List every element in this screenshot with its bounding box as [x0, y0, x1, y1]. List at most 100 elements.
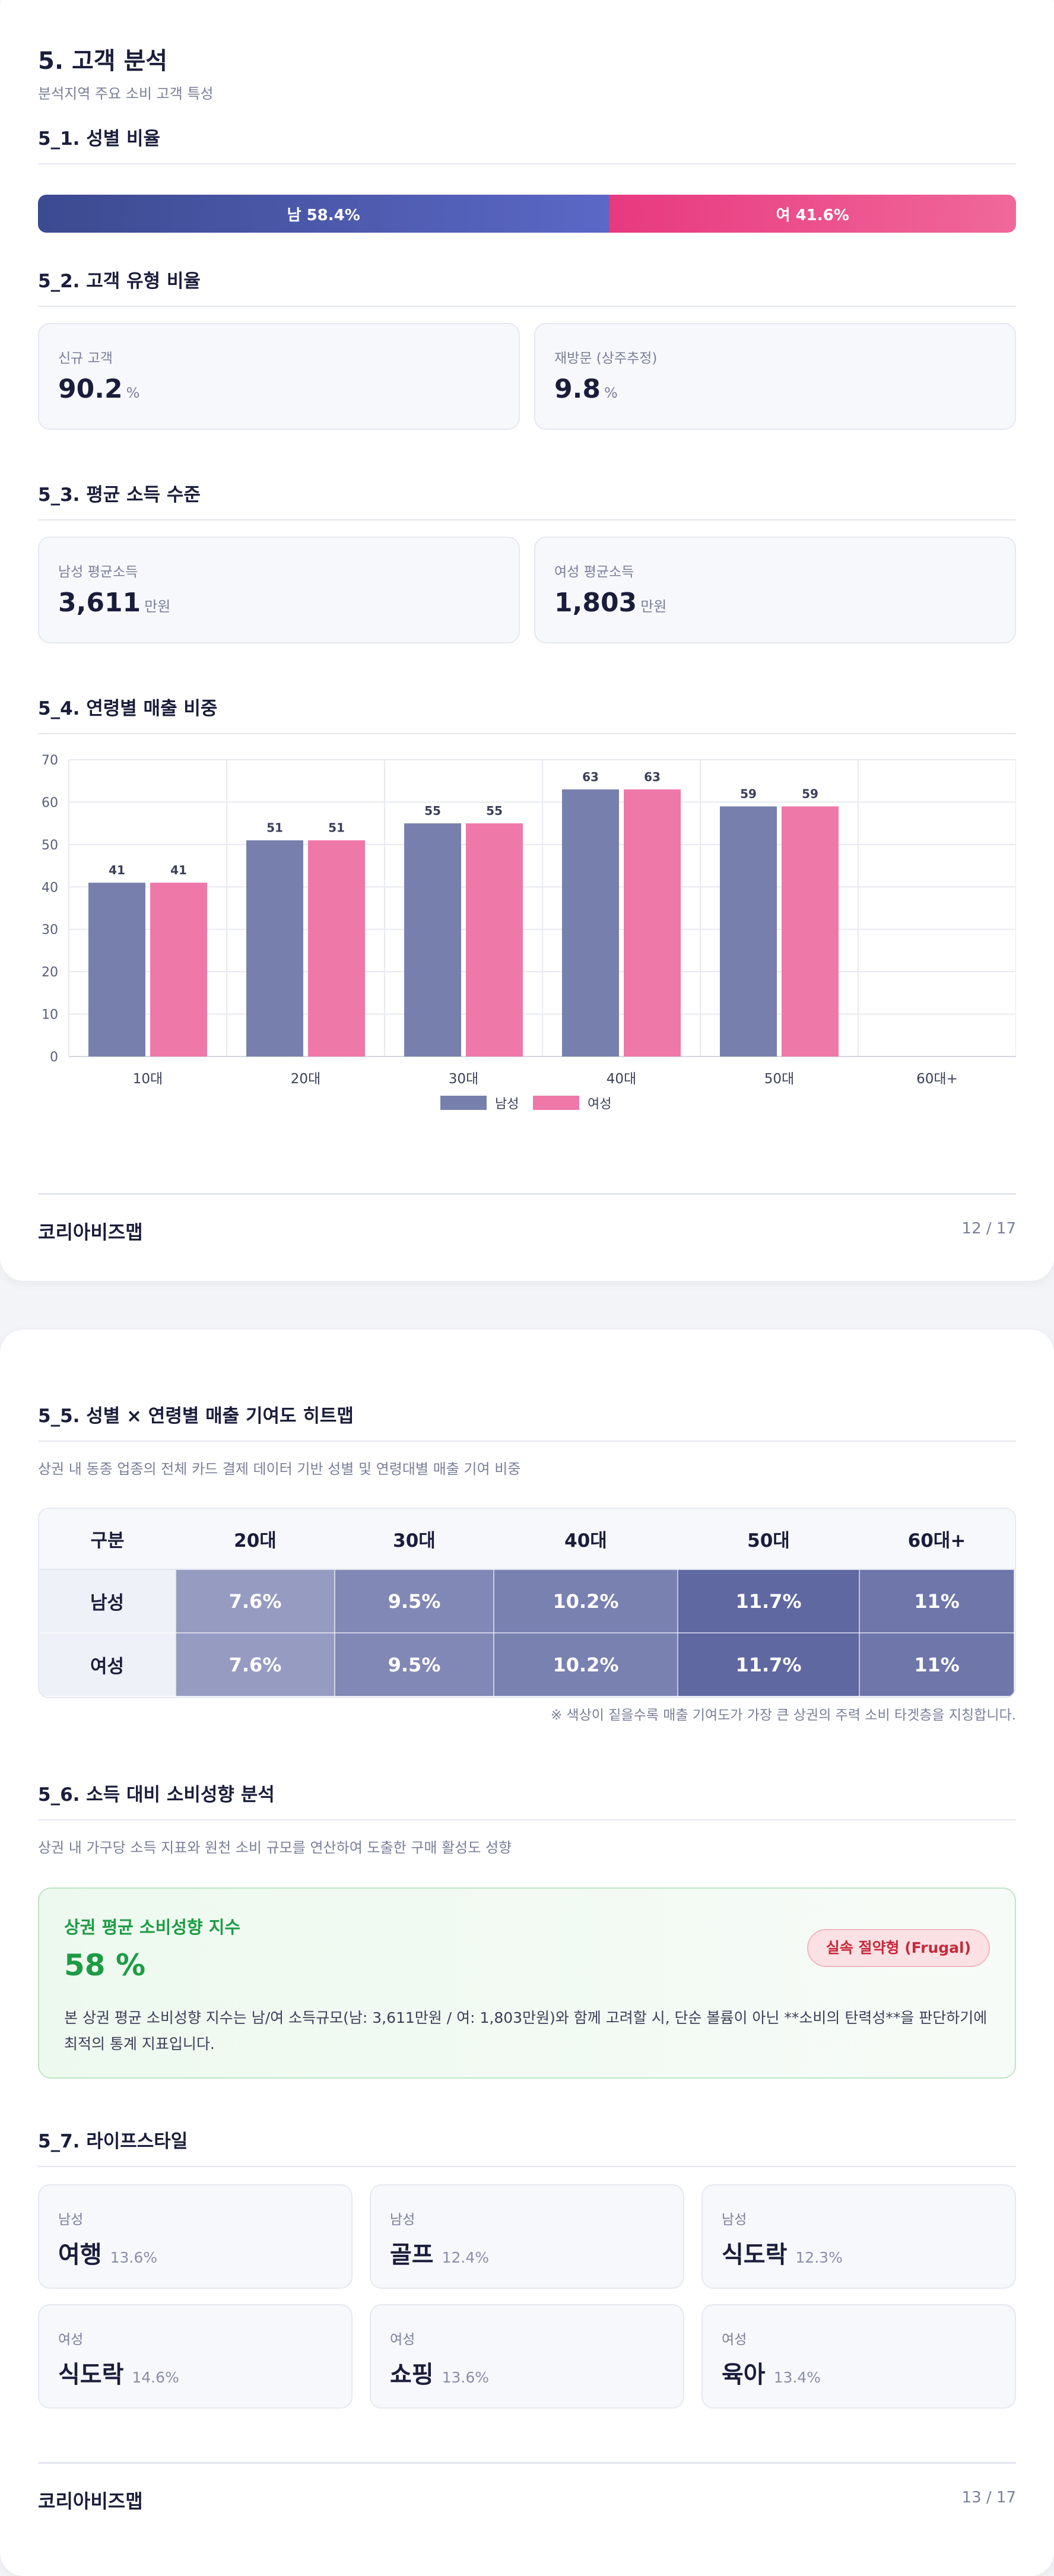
heatmap-cell: 10.2% [494, 1633, 678, 1697]
male-income-value-wrap: 3,611 만원 [58, 588, 170, 618]
male-income-label: 남성 평균소득 [58, 564, 138, 580]
heatmap-header-row: 구분 20대 30대 40대 50대 60대+ [39, 1509, 1014, 1570]
heatmap-cell: 11.7% [678, 1633, 860, 1697]
legend-label: 남성 [495, 1097, 519, 1112]
age-sales-bar-chart: 0 10 20 30 40 50 60 70 41 41 10대 51 51 20대 55 55 30대 63 63… [42, 754, 1016, 1112]
heatmap-cell: 9.5% [335, 1569, 494, 1633]
lifestyle-card: 남성 여행 13.6% [38, 2184, 353, 2289]
spending-heading: 5_6. 소득 대비 소비성향 분석 [38, 1779, 1016, 1820]
bar-female [782, 806, 839, 1057]
spending-index-text: 본 상권 평균 소비성향 지수는 남/여 소득규모(남: 3,611만원 / 여… [64, 2009, 988, 2052]
x-tick-label: 30대 [449, 1071, 478, 1087]
new-customer-value-wrap: 90.2% [58, 374, 139, 404]
heatmap-col-header: 50대 [678, 1509, 859, 1570]
male-income-card: 남성 평균소득 3,611 만원 [38, 537, 520, 643]
page-number: 12 / 17 [961, 1220, 1016, 1238]
lifestyle-pct: 12.4% [442, 2249, 490, 2266]
lifestyle-name: 식도락 [58, 2361, 124, 2388]
lifestyle-name: 육아 [722, 2361, 766, 2388]
male-income-value: 3,611 [58, 588, 141, 618]
lifestyle-pct: 13.6% [110, 2249, 158, 2266]
bar-value-label: 55 [424, 804, 441, 818]
heatmap-heading: 5_5. 성별 × 연령별 매출 기여도 히트맵 [38, 1401, 1016, 1442]
footer-brand: 코리아비즈맵 [38, 1221, 143, 1243]
heatmap-col-header: 30대 [335, 1509, 494, 1570]
lifestyle-card: 남성 골프 12.4% [370, 2184, 684, 2289]
heatmap-cell: 7.6% [176, 1633, 335, 1697]
legend-swatch [440, 1096, 487, 1110]
new-customer-unit: % [126, 385, 140, 401]
male-ratio-segment: 남 58.4% [38, 195, 609, 233]
gender-ratio-bar: 남 58.4% 여 41.6% [38, 195, 1016, 233]
bar-male [404, 823, 461, 1057]
income-heading: 5_3. 평균 소득 수준 [38, 480, 1016, 521]
bar-female [624, 789, 681, 1057]
page-footer: 코리아비즈맵 13 / 17 [38, 2462, 1016, 2512]
female-income-value-wrap: 1,803 만원 [554, 588, 666, 618]
lifestyle-name-wrap: 여행 13.6% [58, 2235, 157, 2270]
heatmap-cell: 9.5% [335, 1633, 494, 1697]
heatmap-row-male: 남성 7.6% 9.5% 10.2% 11.7% 11% [39, 1569, 1015, 1633]
spending-index-box: 상권 평균 소비성향 지수 58 % 실속 절약형 (Frugal) 본 상권 … [38, 1887, 1016, 2079]
lifestyle-pct: 14.6% [132, 2369, 179, 2386]
lifestyle-card: 여성 식도락 14.6% [38, 2304, 353, 2409]
bar-male [562, 789, 619, 1057]
y-tick-label: 60 [42, 795, 58, 810]
gender-ratio-heading: 5_1. 성별 비율 [38, 123, 1016, 164]
spending-index-title: 상권 평균 소비성향 지수 [64, 1917, 241, 1937]
bar-female [308, 840, 365, 1057]
lifestyle-name: 여행 [58, 2241, 102, 2269]
lifestyle-gender: 남성 [390, 2212, 415, 2228]
lifestyle-name-wrap: 식도락 12.3% [722, 2235, 843, 2270]
heatmap-col-header: 60대+ [859, 1509, 1014, 1570]
heatmap-cell: 11% [859, 1569, 1015, 1633]
footer-brand: 코리아비즈맵 [38, 2490, 143, 2512]
legend-label: 여성 [588, 1097, 611, 1112]
new-customer-value: 90.2 [58, 374, 123, 404]
bar-value-label: 51 [328, 821, 345, 835]
lifestyle-name-wrap: 식도락 14.6% [58, 2355, 179, 2390]
report-page-12: 5. 고객 분석 분석지역 주요 소비 고객 특성 5_1. 성별 비율 남 5… [0, 0, 1054, 1281]
female-ratio-segment: 여 41.6% [609, 195, 1016, 233]
revisit-customer-label: 재방문 (상주추정) [554, 351, 658, 366]
heatmap-corner-cell: 구분 [39, 1509, 176, 1570]
female-income-label: 여성 평균소득 [554, 564, 634, 580]
lifestyle-card: 남성 식도락 12.3% [701, 2184, 1016, 2289]
y-tick-label: 50 [42, 838, 58, 853]
heatmap-row-label: 남성 [39, 1569, 176, 1633]
age-sales-heading: 5_4. 연령별 매출 비중 [38, 693, 1016, 734]
lifestyle-gender: 여성 [58, 2332, 84, 2347]
lifestyle-pct: 13.4% [773, 2369, 821, 2386]
lifestyle-name-wrap: 쇼핑 13.6% [390, 2355, 489, 2390]
bar-male [720, 806, 777, 1057]
lifestyle-name: 쇼핑 [390, 2361, 434, 2388]
female-income-card: 여성 평균소득 1,803 만원 [534, 537, 1016, 643]
lifestyle-heading: 5_7. 라이프스타일 [38, 2126, 1016, 2167]
heatmap-description: 상권 내 동종 업종의 전체 카드 결제 데이터 기반 성별 및 연령대별 매출… [38, 1461, 521, 1477]
page-title: 5. 고객 분석 [38, 47, 168, 75]
bar-value-label: 59 [740, 787, 757, 801]
heatmap-cell: 7.6% [176, 1569, 335, 1633]
lifestyle-name: 식도락 [722, 2241, 788, 2269]
spending-type-badge: 실속 절약형 (Frugal) [807, 1929, 990, 1967]
bar-value-label: 63 [582, 770, 599, 784]
page-subtitle: 분석지역 주요 소비 고객 특성 [38, 85, 214, 102]
heatmap-cell: 10.2% [494, 1569, 678, 1633]
x-tick-label: 60대+ [916, 1071, 958, 1087]
x-tick-label: 10대 [133, 1071, 163, 1087]
y-tick-label: 0 [50, 1050, 58, 1065]
page-footer: 코리아비즈맵 12 / 17 [38, 1193, 1016, 1243]
lifestyle-pct: 13.6% [442, 2369, 490, 2386]
lifestyle-name-wrap: 골프 12.4% [390, 2235, 489, 2270]
x-tick-label: 20대 [291, 1071, 320, 1087]
bar-value-label: 63 [644, 770, 661, 784]
bar-value-label: 41 [170, 863, 187, 877]
bar-male [88, 883, 145, 1057]
new-customer-card: 신규 고객 90.2% [38, 323, 520, 430]
revisit-customer-unit: % [604, 385, 618, 401]
bar-value-label: 41 [109, 863, 125, 877]
lifestyle-card: 여성 육아 13.4% [701, 2304, 1016, 2409]
spending-description: 상권 내 가구당 소득 지표와 원천 소비 규모를 연산하여 도출한 구매 활성… [38, 1839, 512, 1856]
new-customer-label: 신규 고객 [58, 351, 113, 366]
bar-female [150, 883, 207, 1057]
